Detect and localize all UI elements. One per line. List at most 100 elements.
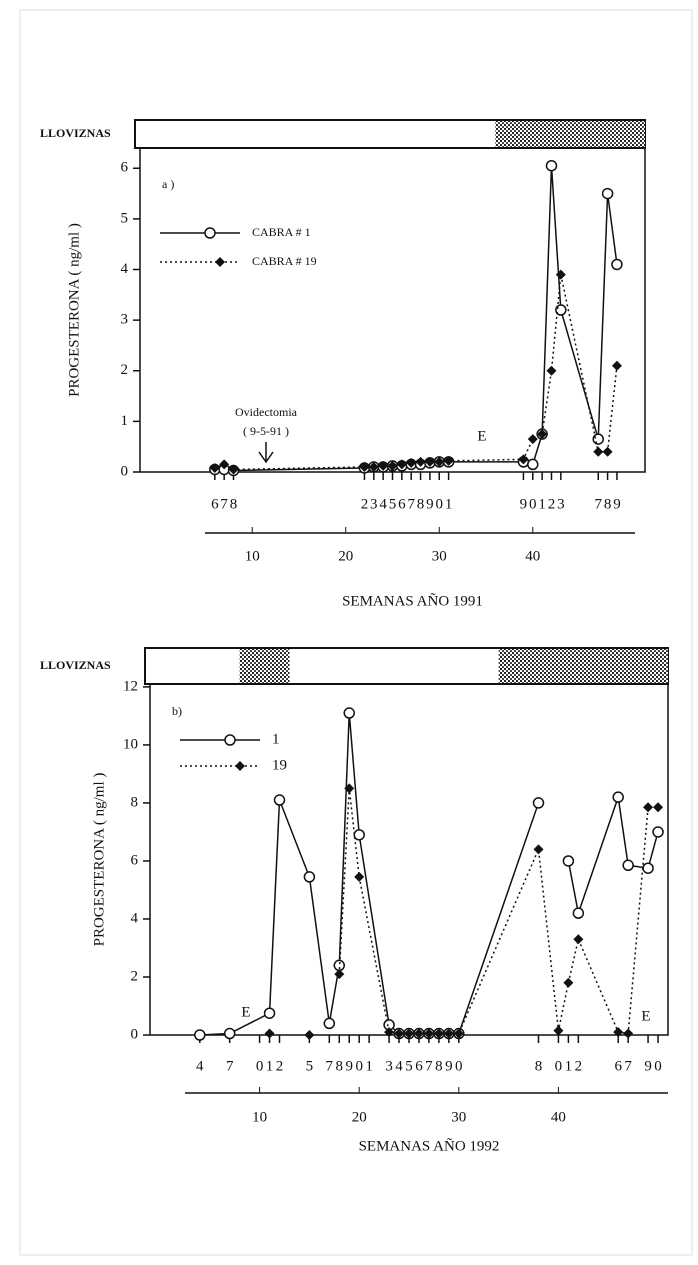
page-border	[19, 9, 693, 1256]
data-point	[404, 1028, 414, 1039]
y-axis-title: PROGESTERONA ( ng/ml )	[91, 773, 107, 947]
x-tick-label: 0	[555, 1058, 563, 1074]
data-point	[394, 1028, 405, 1039]
data-point	[573, 934, 584, 945]
y-tick-label: 2	[121, 362, 129, 378]
data-point	[545, 159, 558, 172]
x-tick-label: 8	[604, 496, 612, 512]
x-tick-label: 0	[256, 1058, 264, 1074]
x-tick-label: 7	[220, 496, 228, 512]
band-label: LLOVIZNAS	[40, 658, 111, 672]
data-point	[406, 457, 417, 468]
shaded-band	[495, 121, 645, 147]
data-point	[344, 783, 355, 794]
x-tick-label: 6	[415, 1058, 423, 1074]
x-tick-label: 1	[365, 1058, 373, 1074]
x-tick-label: 2	[361, 496, 369, 512]
annotation: Ovidectomia	[235, 405, 298, 419]
legend-label: CABRA # 1	[252, 225, 311, 239]
panel-label: b)	[172, 704, 182, 718]
data-point	[518, 454, 529, 465]
data-point	[387, 460, 398, 471]
data-point	[434, 456, 445, 467]
x-tick-label: 7	[226, 1058, 234, 1074]
y-tick-label: 2	[131, 968, 139, 984]
x-tick-label: 5	[389, 496, 397, 512]
data-point	[533, 844, 544, 855]
x-tick-label: 4	[379, 496, 387, 512]
x-tick-label: 2	[548, 496, 556, 512]
data-point	[228, 464, 239, 475]
x-tick-label: 7	[624, 1058, 632, 1074]
x-tick-label: 9	[520, 496, 528, 512]
data-point	[443, 1028, 454, 1039]
x-tick-label: 3	[557, 496, 565, 512]
data-point	[622, 859, 634, 872]
data-point	[562, 855, 575, 867]
x-tick-label: 9	[426, 496, 434, 512]
secondary-tick-label: 30	[432, 548, 447, 564]
y-tick-label: 4	[121, 261, 129, 277]
data-point	[223, 1027, 236, 1040]
x-axis-title: SEMANAS AÑO 1992	[359, 1138, 500, 1154]
data-point	[368, 461, 379, 472]
x-tick-label: 4	[196, 1058, 204, 1074]
data-point	[354, 871, 365, 882]
data-point	[593, 446, 604, 457]
x-tick-label: 8	[417, 496, 425, 512]
data-point	[601, 187, 614, 200]
x-tick-label: 2	[575, 1058, 583, 1074]
data-point	[323, 1017, 336, 1030]
y-tick-label: 5	[121, 210, 129, 226]
data-point	[453, 1028, 464, 1039]
data-point	[194, 1029, 206, 1041]
panel-label: a )	[162, 177, 174, 191]
data-point	[378, 460, 389, 471]
x-tick-label: 0	[436, 496, 444, 512]
legend-label: 1	[272, 731, 280, 747]
data-point	[353, 829, 365, 841]
x-tick-label: 0	[529, 496, 537, 512]
band-label: LLOVIZNAS	[40, 126, 111, 140]
data-point	[413, 1028, 424, 1039]
secondary-tick-label: 40	[525, 548, 540, 564]
x-tick-label: 6	[614, 1058, 622, 1074]
x-tick-label: 0	[654, 1058, 662, 1074]
data-point	[572, 907, 585, 919]
x-tick-label: 9	[345, 1058, 353, 1074]
data-point	[443, 455, 454, 466]
y-axis-title: PROGESTERONA ( ng/ml )	[66, 223, 82, 397]
shaded-band	[498, 649, 668, 683]
x-tick-label: 8	[336, 1058, 344, 1074]
data-point	[602, 446, 613, 457]
annotation: E	[477, 428, 486, 444]
secondary-tick-label: 10	[245, 548, 260, 564]
data-point	[563, 977, 574, 988]
annotation: ( 9-5-91 )	[243, 424, 289, 438]
data-point	[209, 462, 220, 473]
y-tick-label: 12	[123, 678, 138, 694]
data-point	[555, 269, 566, 280]
data-point	[592, 433, 604, 445]
secondary-tick-label: 30	[451, 1109, 466, 1125]
legend-marker	[215, 257, 225, 267]
y-tick-label: 8	[131, 794, 139, 810]
data-point	[415, 456, 426, 467]
shaded-band	[239, 649, 290, 683]
legend-marker	[235, 761, 245, 771]
x-tick-label: 4	[395, 1058, 403, 1074]
data-point	[433, 1028, 444, 1039]
secondary-tick-label: 20	[338, 548, 353, 564]
y-tick-label: 6	[131, 852, 139, 868]
data-point	[334, 969, 345, 980]
x-tick-label: 1	[565, 1058, 573, 1074]
x-tick-label: 9	[445, 1058, 453, 1074]
data-point	[623, 1028, 634, 1039]
x-tick-label: 5	[405, 1058, 413, 1074]
data-point	[304, 1030, 315, 1040]
x-tick-label: 6	[211, 496, 219, 512]
data-point	[613, 1027, 624, 1038]
x-tick-label: 6	[398, 496, 406, 512]
x-tick-label: 8	[435, 1058, 443, 1074]
